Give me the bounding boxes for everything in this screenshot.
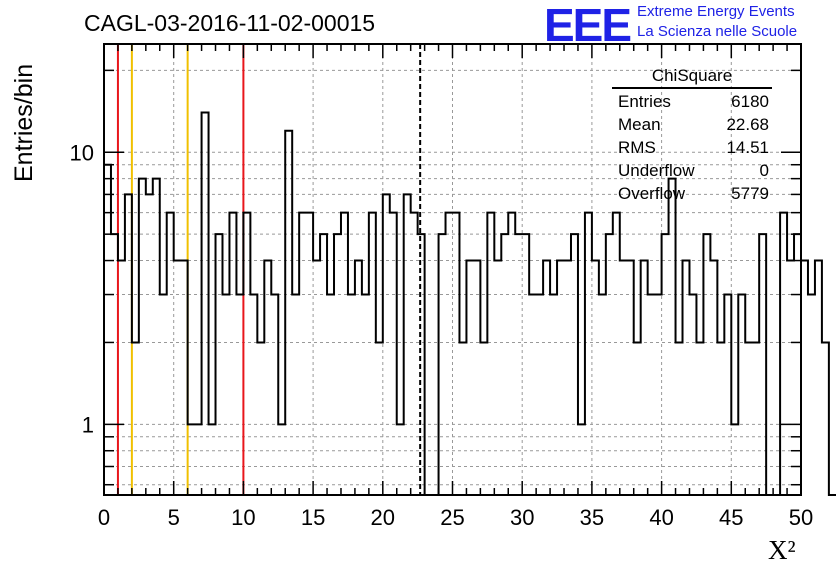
- stats-row-mean: Mean 22.68: [612, 113, 772, 136]
- eee-logo: EEE: [544, 0, 632, 51]
- stats-row-entries: Entries 6180: [612, 90, 772, 113]
- x-tick-label: 45: [719, 505, 743, 530]
- stats-label: Entries: [618, 92, 671, 111]
- x-tick-label: 35: [580, 505, 604, 530]
- y-tick-label: 10: [70, 140, 94, 165]
- reference-lines: [116, 44, 422, 495]
- x-tick-label: 5: [168, 505, 180, 530]
- stats-row-overflow: Overflow 5779: [612, 182, 772, 205]
- stats-label: Underflow: [618, 161, 695, 180]
- axis-ticks: [103, 44, 802, 495]
- y-tick-label: 1: [82, 412, 94, 437]
- x-tick-label: 20: [371, 505, 395, 530]
- x-tick-label: 40: [649, 505, 673, 530]
- x-tick-label: 0: [98, 505, 110, 530]
- stats-value: 6180: [731, 92, 769, 111]
- stats-value: 22.68: [726, 115, 769, 134]
- stats-box: ChiSquare Entries 6180 Mean 22.68 RMS 14…: [612, 66, 772, 205]
- stats-label: Mean: [618, 115, 661, 134]
- logo-line-1: Extreme Energy Events: [637, 3, 795, 20]
- stats-row-underflow: Underflow 0: [612, 159, 772, 182]
- x-tick-label: 50: [789, 505, 813, 530]
- y-axis-label: Entries/bin: [10, 63, 38, 182]
- x-tick-label: 10: [231, 505, 255, 530]
- stats-value: 5779: [731, 184, 769, 203]
- logo-line-2: La Scienza nelle Scuole: [637, 23, 798, 40]
- tick-labels: 0 5 10 15 20 25 30 35 40 45 50 1 10: [70, 140, 814, 530]
- x-tick-label: 30: [510, 505, 534, 530]
- stats-label: RMS: [618, 138, 656, 157]
- stats-label: Overflow: [618, 184, 686, 203]
- stats-title: ChiSquare: [612, 66, 772, 89]
- stats-row-rms: RMS 14.51: [612, 136, 772, 159]
- stats-value: 0: [759, 161, 769, 180]
- stats-value: 14.51: [726, 138, 769, 157]
- x-tick-label: 25: [440, 505, 464, 530]
- run-title: CAGL-03-2016-11-02-00015: [84, 10, 376, 36]
- histogram-series: [103, 111, 836, 496]
- x-axis-label: X²: [768, 535, 796, 565]
- x-tick-label: 15: [301, 505, 325, 530]
